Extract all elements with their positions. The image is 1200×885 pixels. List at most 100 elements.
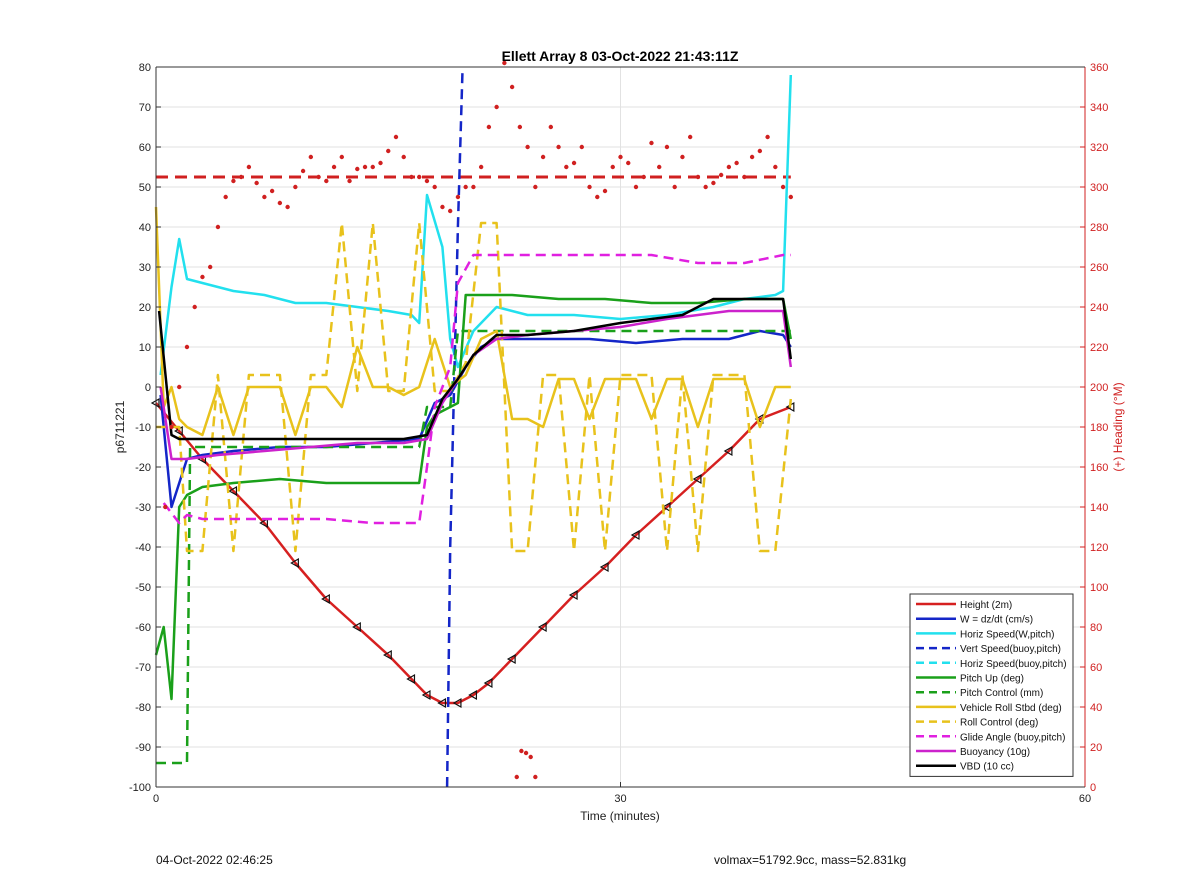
heading-point: [587, 184, 592, 190]
heading-point: [680, 154, 685, 160]
series-line-roll-control-deg: [156, 221, 793, 553]
height-marker: [228, 485, 238, 497]
heading-point: [370, 164, 375, 170]
height-marker: [506, 653, 516, 665]
legend: Height (2m) W = dz/dt (cm/s) Horiz Speed(W…: [909, 593, 1074, 777]
heading-point: [540, 154, 546, 160]
heading-point: [556, 144, 561, 150]
heading-point: [277, 200, 283, 206]
height-marker: [421, 689, 431, 701]
heading-point: [207, 264, 213, 270]
heading-point: [519, 748, 524, 754]
height-marker: [568, 589, 578, 601]
heading-point: [641, 174, 646, 180]
height-marker: [321, 593, 330, 605]
height-marker: [599, 561, 609, 573]
y-tick-label-left: -20: [135, 462, 151, 474]
heading-point: [254, 180, 259, 186]
heading-point: [595, 194, 600, 200]
heading-point: [223, 194, 228, 200]
y-tick-label-right: 200: [1090, 382, 1108, 394]
heading-point: [339, 154, 344, 160]
heading-point: [718, 172, 724, 178]
series-line-pitch-up-deg: [154, 293, 793, 701]
heading-point: [386, 148, 391, 154]
heading-point: [695, 174, 701, 180]
y-axis-label-right: (+) Heading (°M): [1111, 382, 1125, 471]
heading-point: [471, 184, 476, 190]
height-marker: [259, 517, 268, 529]
heading-point: [602, 188, 608, 194]
y-tick-label-left: 30: [139, 262, 151, 274]
heading-point: [163, 504, 168, 510]
legend-label: W = dz/dt (cm/s): [960, 615, 1033, 626]
heading-point: [664, 144, 670, 150]
y-tick-label-right: 340: [1090, 102, 1108, 114]
series-line-height-2m: [155, 402, 792, 705]
legend-label: Height (2m): [960, 600, 1012, 611]
y-tick-label-right: 320: [1090, 142, 1108, 154]
heading-point: [757, 148, 763, 154]
axes: 0 30 60-100-90-80-70-60-50-40-30-20-100102…: [129, 62, 1108, 805]
y-tick-label-left: -30: [135, 502, 151, 514]
footer-timestamp: 04-Oct-2022 02:46:25: [156, 853, 273, 867]
heading-point: [300, 168, 306, 174]
height-marker: [352, 621, 361, 633]
height-marker: [483, 677, 493, 689]
heading-point: [409, 174, 414, 180]
heading-point: [514, 774, 519, 780]
height-marker: [437, 697, 447, 709]
x-tick-label: 0: [153, 793, 159, 805]
legend-label: Buoyancy (10g): [960, 747, 1030, 758]
legend-label: Roll Control (deg): [960, 718, 1038, 729]
y-axis-label-left: p6711221: [113, 400, 127, 453]
x-tick-label: 60: [1079, 793, 1091, 805]
x-axis-label: Time (minutes): [580, 809, 660, 823]
y-tick-label-left: -60: [135, 622, 151, 634]
y-tick-label-right: 300: [1090, 182, 1108, 194]
heading-point: [424, 178, 430, 184]
heading-point: [308, 154, 314, 160]
heading-point: [773, 164, 778, 170]
heading-point: [316, 174, 321, 180]
legend-box: [909, 593, 1074, 777]
y-tick-label-right: 120: [1090, 542, 1108, 554]
heading-point: [200, 274, 205, 280]
y-tick-label-right: 100: [1090, 582, 1108, 594]
heading-point: [502, 60, 507, 66]
heading-points: [163, 60, 794, 780]
heading-point: [579, 144, 584, 150]
height-marker: [630, 529, 640, 541]
heading-point: [486, 124, 492, 130]
heading-point: [455, 194, 461, 200]
heading-point: [525, 144, 530, 150]
y-tick-label-left: -100: [129, 782, 151, 794]
heading-point: [262, 194, 267, 200]
y-tick-label-right: 280: [1090, 222, 1108, 234]
y-tick-label-right: 160: [1090, 462, 1108, 474]
legend-label: Vehicle Roll Stbd (deg): [960, 703, 1062, 714]
y-tick-label-left: 50: [139, 182, 151, 194]
height-marker: [723, 445, 733, 457]
y-tick-label-right: 20: [1090, 742, 1102, 754]
y-tick-label-left: -70: [135, 662, 151, 674]
heading-point: [649, 140, 654, 146]
heading-point: [711, 180, 716, 186]
height-marker: [661, 501, 671, 513]
heading-point: [393, 134, 399, 140]
legend-label: Horiz Speed(W,pitch): [960, 629, 1054, 640]
heading-point: [548, 124, 554, 130]
y-tick-label-left: 80: [139, 62, 151, 74]
heading-point: [788, 194, 794, 200]
heading-point: [246, 164, 252, 170]
y-tick-label-right: 360: [1090, 62, 1108, 74]
heading-point: [401, 154, 406, 160]
heading-point: [734, 160, 739, 166]
heading-point: [780, 184, 786, 190]
y-tick-label-right: 260: [1090, 262, 1108, 274]
y-tick-label-right: 180: [1090, 422, 1108, 434]
heading-point: [533, 184, 538, 190]
heading-point: [749, 154, 755, 160]
chart-title: Ellett Array 8 03-Oct-2022 21:43:11Z: [502, 48, 739, 64]
